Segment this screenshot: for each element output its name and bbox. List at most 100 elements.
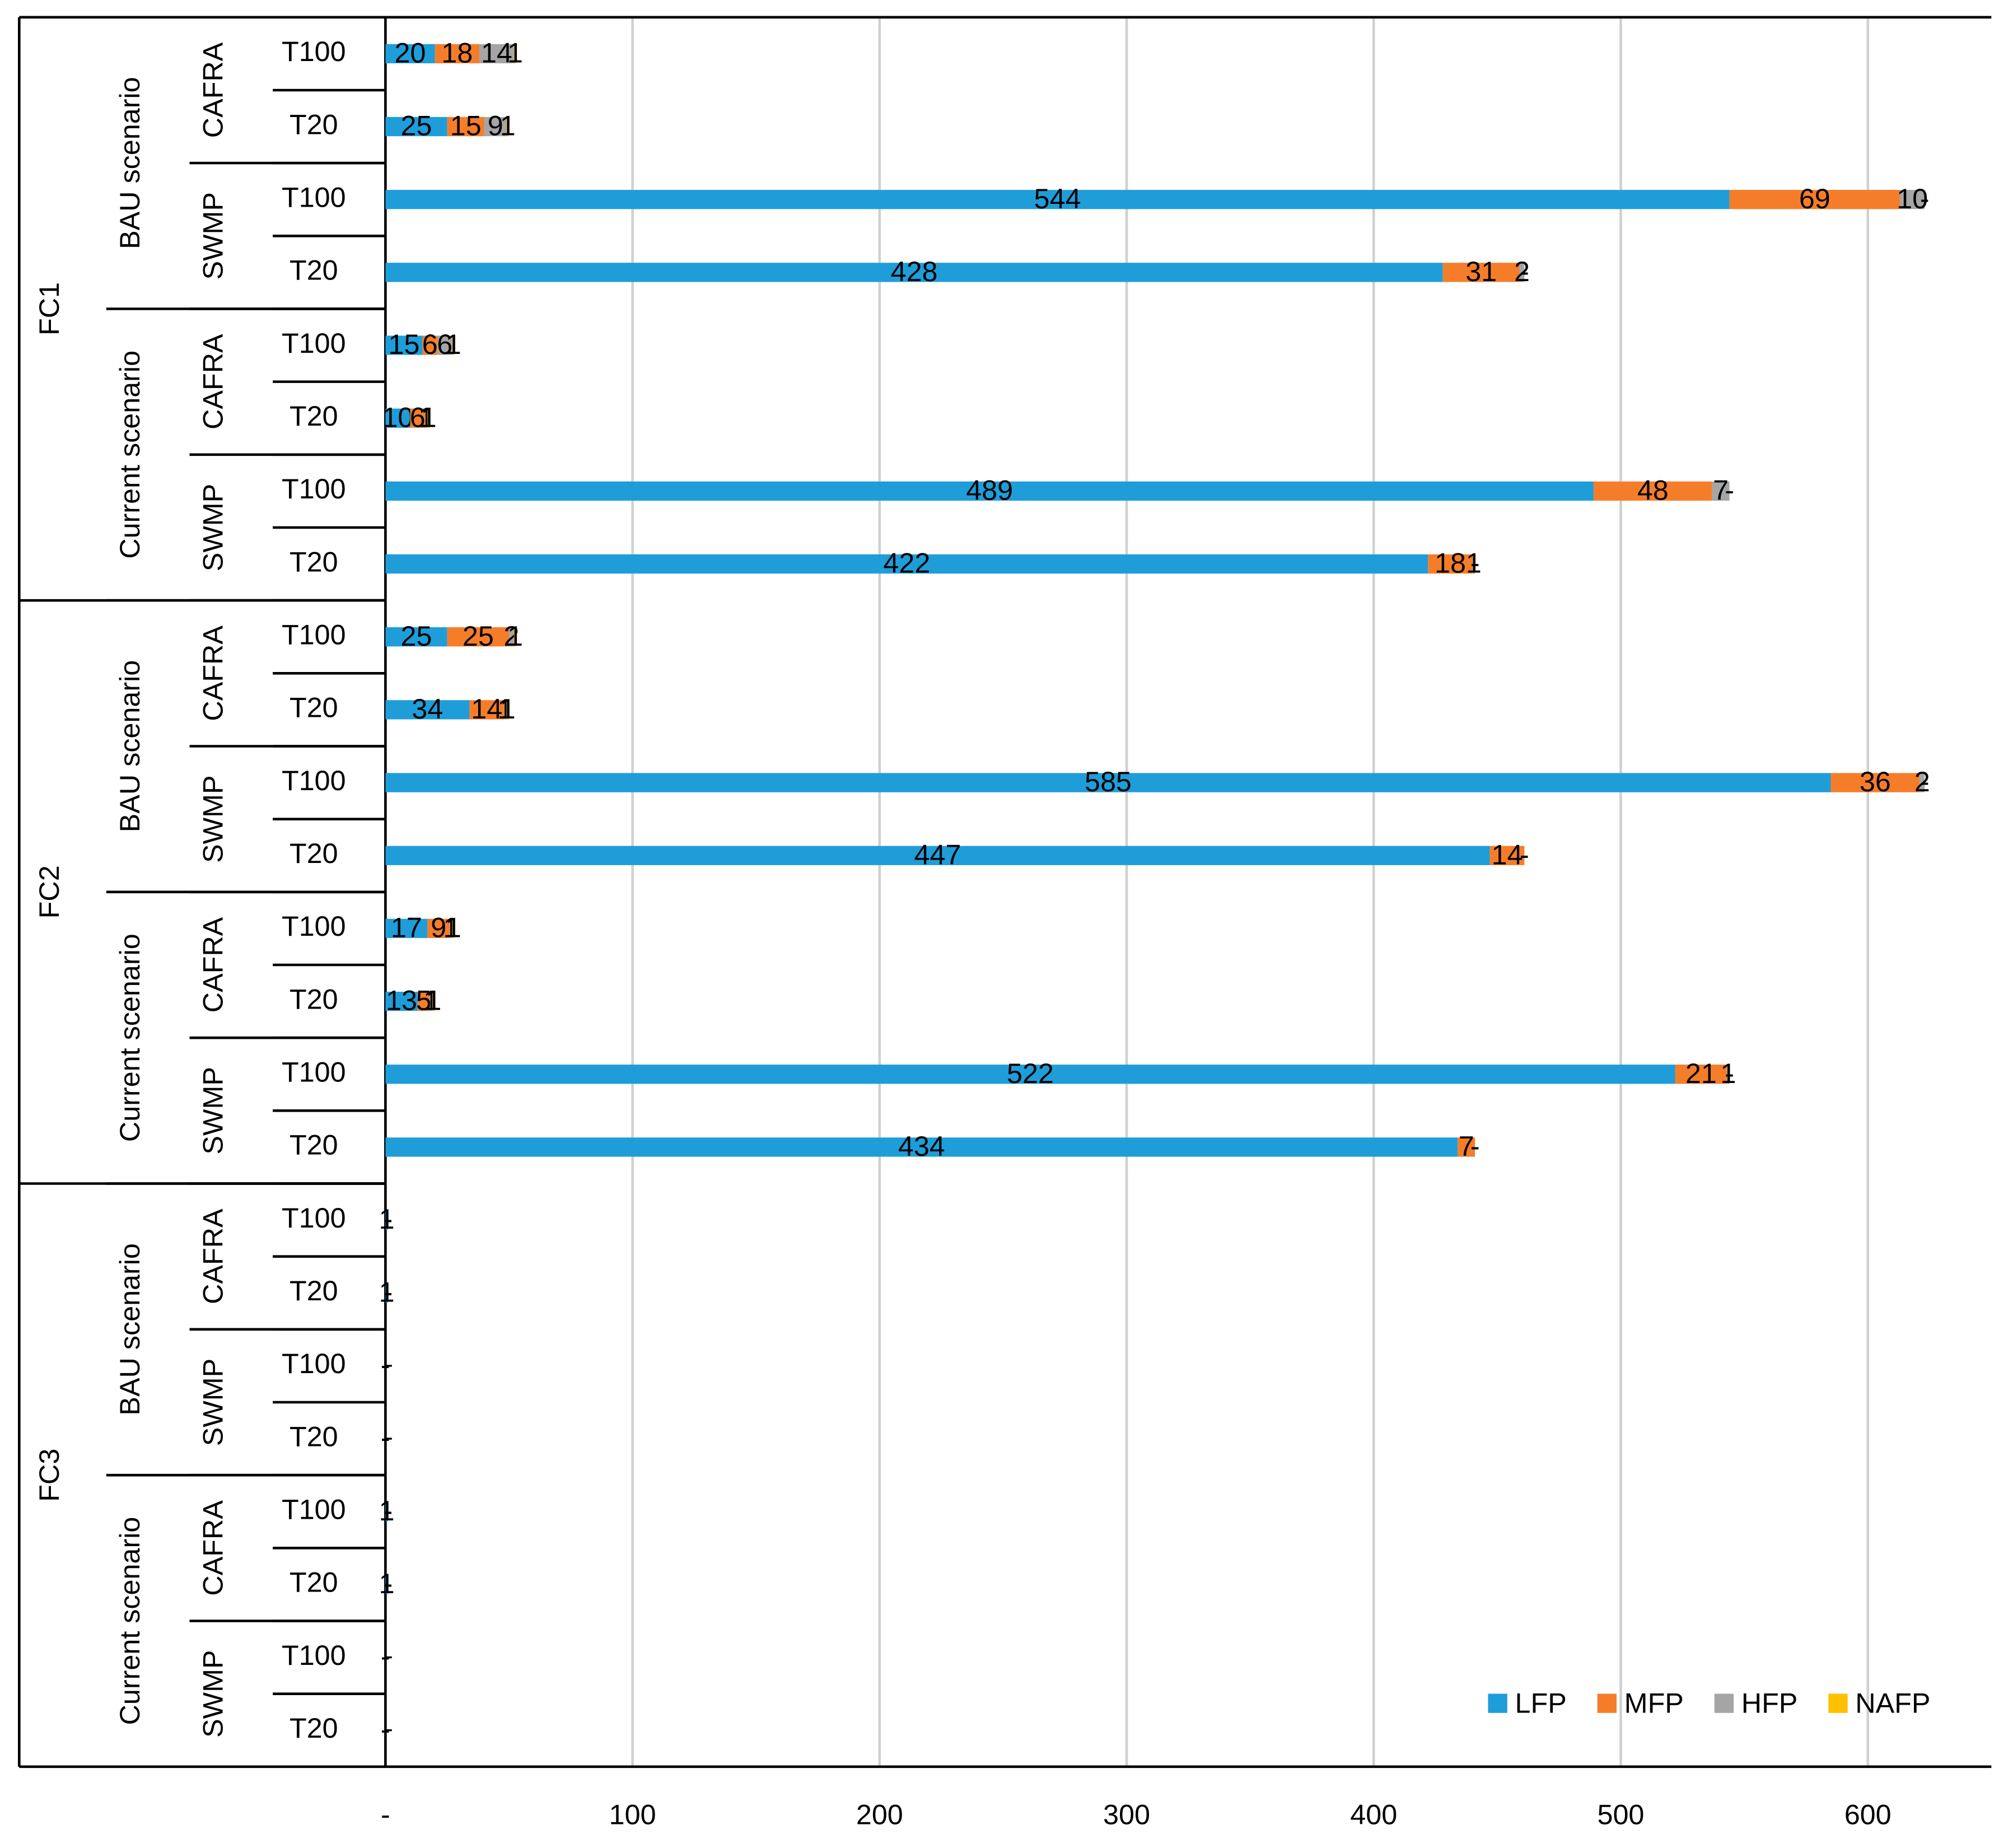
category-label: T20 — [289, 545, 338, 577]
bar-segment — [385, 1210, 388, 1230]
data-label: - — [383, 1203, 393, 1235]
category-label: T100 — [282, 1494, 346, 1525]
bar-segment — [385, 1502, 388, 1522]
category-label: T100 — [282, 619, 346, 651]
bar-segment — [422, 335, 438, 355]
data-label: 18 — [1435, 547, 1466, 579]
bar-segment — [385, 481, 1594, 501]
groups-label: FC3 — [33, 1449, 65, 1502]
bar-segment — [385, 1137, 1458, 1157]
data-label: - — [381, 1349, 390, 1381]
bar-segment — [479, 44, 514, 64]
methods-label: SWMP — [197, 775, 229, 862]
data-label: 1 — [507, 36, 523, 68]
bar-segment — [508, 627, 514, 647]
data-label: 2 — [1914, 766, 1930, 797]
data-label: 21 — [1685, 1057, 1717, 1089]
legend-swatch — [1714, 1693, 1734, 1713]
data-label: 36 — [1860, 766, 1891, 797]
data-label: 34 — [412, 693, 443, 725]
category-label: T100 — [282, 1639, 346, 1671]
bar-segment — [1830, 773, 1920, 792]
data-label: 522 — [1007, 1057, 1054, 1089]
data-label: 447 — [914, 838, 961, 870]
methods-label: CAFRA — [197, 334, 229, 430]
methods-label: SWMP — [197, 1650, 229, 1737]
bar-segment — [1729, 190, 1900, 209]
category-label: T100 — [282, 327, 346, 359]
data-label: - — [1520, 838, 1529, 870]
category-label: T20 — [289, 692, 338, 724]
bar-segment — [385, 773, 1831, 792]
bar-segment — [432, 991, 435, 1011]
data-label: - — [383, 1276, 393, 1308]
data-label: 1 — [446, 911, 461, 943]
data-label: 31 — [1465, 255, 1497, 287]
legend-swatch — [1828, 1693, 1848, 1713]
data-label: 9 — [488, 110, 503, 142]
x-tick-label: 600 — [1844, 1798, 1892, 1830]
data-label: - — [383, 1495, 393, 1527]
methods-label: SWMP — [197, 1067, 229, 1154]
data-label: - — [383, 1567, 393, 1599]
bar-segment — [1920, 773, 1925, 792]
data-label: 585 — [1085, 766, 1132, 797]
data-label: - — [1470, 547, 1480, 579]
legend-label: HFP — [1741, 1687, 1798, 1719]
legend-label: LFP — [1515, 1687, 1567, 1719]
data-label: 489 — [966, 474, 1013, 506]
methods-label: CAFRA — [197, 1500, 229, 1596]
bar-segment — [484, 116, 507, 137]
scenarios-label: Current scenario — [114, 934, 146, 1142]
category-label: T100 — [282, 910, 346, 942]
data-label: 434 — [898, 1130, 945, 1162]
bar-segment — [429, 991, 433, 1011]
data-label: - — [383, 1276, 393, 1308]
data-label: 7 — [1459, 1130, 1474, 1162]
bar-segment — [513, 627, 517, 647]
category-label: T20 — [289, 1275, 338, 1306]
data-label: 1 — [426, 984, 441, 1016]
data-label: - — [1725, 1057, 1734, 1089]
data-label: 15 — [450, 110, 482, 142]
legend-label: MFP — [1624, 1687, 1684, 1719]
data-label: - — [381, 1349, 390, 1381]
data-label: 18 — [441, 36, 473, 68]
bar-segment — [435, 44, 480, 64]
category-label: T100 — [282, 181, 346, 213]
scenarios-label: Current scenario — [114, 1517, 146, 1725]
data-label: - — [383, 1495, 393, 1527]
data-label: 14 — [471, 693, 502, 725]
bar-segment — [385, 335, 423, 355]
legend-swatch — [1597, 1693, 1617, 1713]
data-label: - — [1920, 183, 1930, 214]
data-label: 48 — [1637, 474, 1669, 506]
bar-segment — [385, 190, 1730, 209]
bar-segment — [385, 116, 447, 137]
methods-label: SWMP — [197, 1359, 229, 1446]
data-label: 1 — [421, 401, 437, 433]
bar-segment — [1428, 554, 1473, 574]
bar-segment — [385, 991, 418, 1011]
data-label: - — [381, 1713, 390, 1745]
data-label: - — [381, 1713, 390, 1745]
data-label: 25 — [463, 620, 494, 652]
bar-segment — [417, 991, 430, 1011]
bar-segment — [385, 918, 428, 939]
bar-segment — [506, 700, 509, 720]
groups-label: FC1 — [33, 282, 65, 335]
data-label: - — [381, 1422, 390, 1454]
data-label: 1 — [418, 401, 434, 433]
data-label: 2 — [1514, 255, 1530, 287]
bar-segment — [447, 627, 509, 647]
data-label: 9 — [431, 911, 446, 943]
category-label: T100 — [282, 1056, 346, 1088]
scenarios-label: BAU scenario — [114, 77, 146, 249]
scenarios-label: Current scenario — [114, 351, 146, 559]
bar-segment — [1458, 1137, 1475, 1157]
data-label: 2 — [503, 620, 519, 652]
x-tick-label: 400 — [1350, 1798, 1397, 1830]
category-label: T20 — [289, 400, 338, 432]
data-label: 20 — [395, 36, 426, 68]
